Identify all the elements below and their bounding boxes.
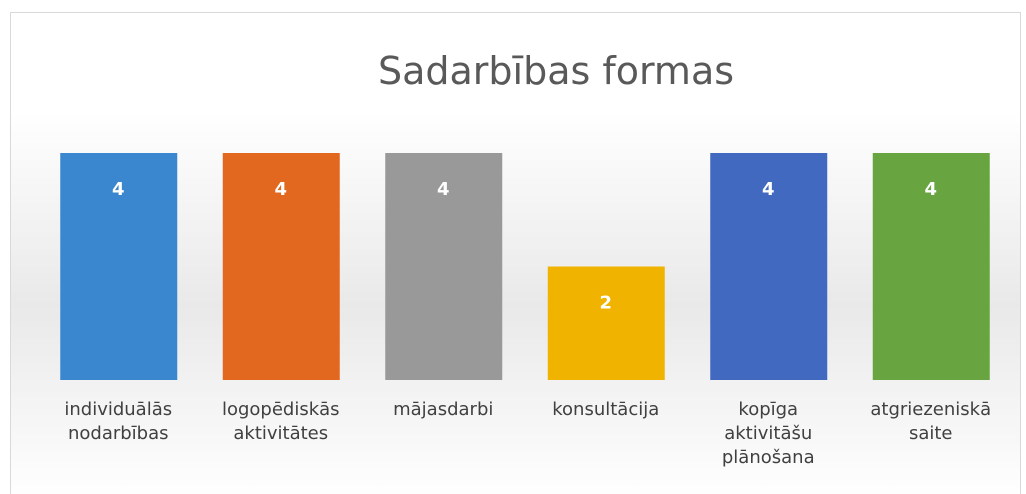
bar (222, 153, 340, 380)
chart-title: Sadarbības formas (378, 49, 734, 93)
x-tick-label: logopēdiskās aktivitātes (221, 399, 340, 444)
value-label: 4 (762, 179, 775, 200)
value-label: 4 (437, 179, 450, 200)
bar (60, 153, 178, 380)
bar (385, 153, 503, 380)
value-label: 2 (599, 293, 612, 314)
x-tick-label: atgriezeniskā saite (870, 399, 992, 444)
bar (872, 153, 990, 380)
x-tick-label: konsultācija (552, 399, 660, 420)
bar (710, 153, 828, 380)
x-tick-label: individuālās nodarbības (64, 399, 173, 444)
x-tick-label: kopīga aktivitāšu plānošana (721, 399, 815, 468)
bar (547, 266, 665, 380)
value-label: 4 (112, 179, 125, 200)
x-tick-label: mājasdarbi (393, 399, 494, 420)
chart-frame (10, 12, 1021, 494)
value-label: 4 (924, 179, 937, 200)
value-label: 4 (274, 179, 287, 200)
